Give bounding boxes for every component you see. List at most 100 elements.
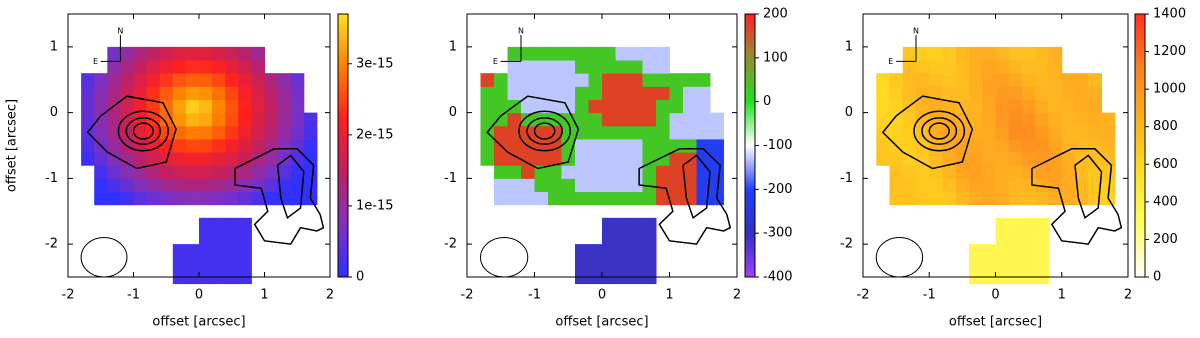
map-pixel: [172, 191, 187, 206]
map-pixel: [629, 138, 643, 153]
map-pixel: [955, 60, 970, 74]
map-pixel: [146, 99, 161, 114]
map-pixel: [876, 152, 890, 166]
map-pixel: [710, 178, 724, 193]
map-pixel: [507, 191, 522, 206]
map-pixel: [969, 257, 983, 271]
north-label: N: [913, 27, 919, 36]
map-pixel: [1008, 191, 1023, 206]
map-pixel: [955, 125, 970, 140]
map-pixel: [1035, 60, 1049, 74]
map-pixel: [656, 138, 670, 153]
map-pixel: [172, 152, 187, 166]
map-pixel: [1088, 112, 1102, 127]
map-pixel: [955, 46, 970, 61]
map-pixel: [172, 86, 187, 100]
map-pixel: [889, 178, 904, 193]
y-tick-label: 1: [50, 39, 58, 54]
map-pixel: [199, 138, 213, 153]
contour: [638, 148, 732, 245]
map-pixel: [602, 125, 616, 140]
map-pixel: [1061, 152, 1076, 166]
map-pixel: [548, 165, 562, 179]
map-pixel: [146, 191, 161, 206]
map-pixel: [929, 99, 943, 114]
map-pixel: [602, 99, 616, 114]
map-pixel: [521, 152, 535, 166]
map-pixel: [120, 152, 134, 166]
map-pixel: [120, 165, 134, 179]
map-pixel: [995, 138, 1010, 153]
map-pixel: [251, 165, 265, 179]
map-pixel: [602, 46, 616, 61]
map-pixel: [656, 46, 670, 61]
map-pixel: [548, 138, 562, 153]
map-pixel: [185, 73, 200, 87]
map-pixel: [212, 125, 226, 140]
map-pixel: [81, 152, 95, 166]
map-pixel: [172, 112, 187, 127]
map-pixel: [995, 244, 1010, 258]
map-pixel: [172, 60, 187, 74]
map-pixel: [212, 46, 226, 61]
map-pixel: [107, 46, 121, 61]
map-pixel: [1061, 73, 1076, 87]
map-pixel: [548, 60, 562, 74]
map-pixel: [507, 165, 522, 179]
map-pixel: [995, 165, 1010, 179]
map-pixel: [969, 46, 983, 61]
map-pixel: [1022, 112, 1036, 127]
map-pixel: [238, 244, 252, 258]
x-axis-label: offset [arcsec]: [949, 315, 1042, 330]
map-pixel: [534, 152, 549, 166]
map-pixel: [225, 152, 239, 166]
map-pixel: [225, 244, 239, 258]
map-pixel: [534, 138, 549, 153]
map-pixel: [251, 46, 265, 61]
map-pixel: [1075, 73, 1089, 87]
map-pixel: [575, 138, 589, 153]
map-pixel: [1035, 86, 1049, 100]
map-pixel: [656, 60, 670, 74]
map-pixel: [629, 257, 643, 271]
map-pixel: [494, 165, 508, 179]
map-pixel: [588, 138, 603, 153]
y-tick-label: 1: [449, 39, 457, 54]
map-pixel: [683, 178, 697, 193]
map-pixel: [303, 138, 318, 153]
map-pixel: [480, 152, 495, 166]
map-pixel: [669, 152, 684, 166]
map-pixel: [995, 152, 1010, 166]
map-pixel: [159, 46, 174, 61]
map-pixel: [1008, 178, 1023, 193]
map-pixel: [238, 86, 252, 100]
map-pixel: [264, 86, 279, 100]
map-pixel: [575, 73, 589, 87]
map-pixel: [1035, 165, 1049, 179]
map-pixel: [1035, 125, 1049, 140]
map-pixel: [629, 99, 643, 114]
colorbar-tick-label: 600: [1153, 157, 1178, 172]
map-pixel: [575, 99, 589, 114]
map-pixel: [1035, 230, 1049, 245]
map-pixel: [995, 60, 1010, 74]
map-pixel: [1048, 73, 1063, 87]
map-pixel: [521, 60, 535, 74]
map-pixel: [507, 125, 522, 140]
panel: N E -2 -1 0 1 2 -2 -1 0 1 offset [arcsec] 0 200 400 600…: [840, 7, 1186, 330]
map-pixel: [615, 46, 630, 61]
map-pixel: [995, 99, 1010, 114]
colorbar-tick-label: 1e-15: [356, 198, 394, 213]
map-pixel: [669, 191, 684, 206]
map-pixel: [146, 138, 161, 153]
colorbar-tick-label: 0: [763, 94, 771, 109]
map-pixel: [902, 112, 917, 127]
map-pixel: [982, 60, 996, 74]
map-pixel: [615, 99, 630, 114]
map-pixel: [251, 99, 265, 114]
map-pixel: [120, 60, 134, 74]
map-pixel: [238, 230, 252, 245]
map-pixel: [548, 46, 562, 61]
map-pixel: [225, 46, 239, 61]
map-pixel: [94, 125, 108, 140]
